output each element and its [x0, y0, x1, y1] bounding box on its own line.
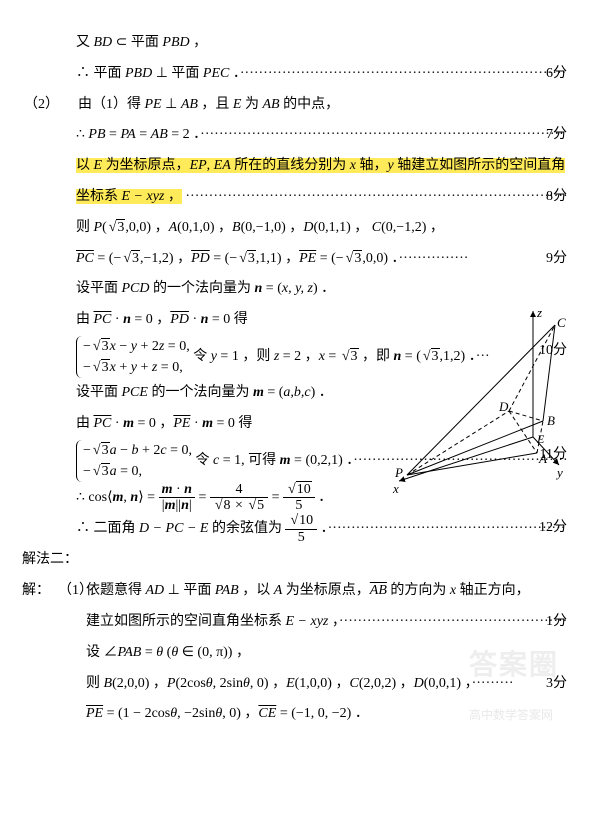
- left-brace: −3x − y + 2z = 0, −3x + y + z = 0,: [76, 336, 190, 378]
- score-badge: 8分: [531, 182, 567, 213]
- text-line: ∴ cos⟨m, n⟩ = m · n |m||n| = 4 8 × 5 = 1…: [76, 482, 567, 514]
- proof-line: 又 BD ⊂ 平面 PBD ，: [22, 28, 567, 59]
- highlight: 以 E 为坐标原点，EP, EA 所在的直线分别为 x 轴，y 轴建立如图所示的…: [76, 158, 565, 173]
- highlighted-line: 以 E 为坐标原点，EP, EA 所在的直线分别为 x 轴，y 轴建立如图所示的…: [22, 151, 567, 182]
- text-line-with-score: 坐标系 E − xyz ， ··························…: [76, 182, 567, 213]
- proof-line: 则 B(2,0,0) ，P(2cosθ, 2sinθ, 0) ，E(1,0,0)…: [22, 669, 567, 700]
- highlighted-line: 坐标系 E − xyz ， ··························…: [22, 182, 567, 213]
- text-line-with-score: ∴ 二面角 D − PC − E 的余弦值为 10 5 ．···········…: [76, 513, 567, 545]
- text-line: 由 PC · n = 0 ，PD · n = 0 得: [76, 305, 567, 336]
- text-line: 由（1）得 PE ⊥ AB ，且 E 为 AB 的中点，: [78, 90, 567, 121]
- text-line: 又 BD ⊂ 平面 PBD ，: [76, 28, 567, 59]
- text-line: 设平面 PCD 的一个法向量为 n = (x, y, z) ．: [76, 274, 567, 305]
- score-badge: 9分: [531, 244, 567, 275]
- score-badge: 7分: [531, 120, 567, 151]
- text-line-with-score: 则 B(2,0,0) ，P(2cosθ, 2sinθ, 0) ，E(1,0,0)…: [86, 669, 567, 700]
- proof-line: PE = (1 − 2cosθ, −2sinθ, 0) ，CE = (−1, 0…: [22, 699, 567, 730]
- text-line-with-score: 建立如图所示的空间直角坐标系 E − xyz ，················…: [86, 607, 567, 638]
- proof-line: ∴ 二面角 D − PC − E 的余弦值为 10 5 ．···········…: [22, 513, 567, 545]
- fraction: 4 8 × 5: [210, 482, 268, 514]
- proof-line: 解： （1） 依题意得 AD ⊥ 平面 PAB ，以 A 为坐标原点，AB 的方…: [22, 576, 567, 607]
- score-badge: 11分: [531, 440, 567, 471]
- text-line: 解法二：: [22, 545, 567, 576]
- score-badge: 12分: [531, 513, 567, 544]
- proof-line: 建立如图所示的空间直角坐标系 E − xyz ，················…: [22, 607, 567, 638]
- proof-line: ∴ 平面 PBD ⊥ 平面 PEC ．·····················…: [22, 59, 567, 90]
- equation-system: −3x − y + 2z = 0, −3x + y + z = 0, 令 y =…: [22, 336, 567, 378]
- score-badge: 1分: [531, 607, 567, 638]
- fraction: 10 5: [283, 482, 315, 514]
- text-line-with-score: −3a − b + 2c = 0, −3a = 0, 令 c = 1, 可得 m…: [76, 440, 567, 482]
- diagram-block: z y x C B D A E P 由 PC · n = 0 ，PD · n =…: [22, 305, 567, 439]
- text-line: 设 ∠PAB = θ (θ ∈ (0, π)) ，: [86, 638, 567, 669]
- text-line: 由 PC · m = 0 ，PE · m = 0 得: [76, 409, 567, 440]
- text-line-with-score: −3x − y + 2z = 0, −3x + y + z = 0, 令 y =…: [76, 336, 567, 378]
- text-line: 设平面 PCE 的一个法向量为 m = (a,b,c) ．: [76, 378, 567, 409]
- proof-line: 设平面 PCE 的一个法向量为 m = (a,b,c) ．: [22, 378, 567, 409]
- proof-line: 设 ∠PAB = θ (θ ∈ (0, π)) ，: [22, 638, 567, 669]
- proof-line: ∴ PB = PA = AB = 2 ．····················…: [22, 120, 567, 151]
- text-line: 以 E 为坐标原点，EP, EA 所在的直线分别为 x 轴，y 轴建立如图所示的…: [76, 151, 567, 182]
- cosine-line: ∴ cos⟨m, n⟩ = m · n |m||n| = 4 8 × 5 = 1…: [22, 482, 567, 514]
- solution-label: 解：: [22, 576, 58, 607]
- method-2-header: 解法二：: [22, 545, 567, 576]
- watermark-text: 高中数学答案网: [469, 702, 553, 728]
- highlight: 坐标系 E − xyz ，: [76, 189, 182, 204]
- fraction: 10 5: [285, 513, 317, 545]
- proof-line: 则 P(3,0,0) ，A(0,1,0) ，B(0,−1,0) ，D(0,1,1…: [22, 213, 567, 244]
- text-line-with-score: ∴ PB = PA = AB = 2 ．····················…: [76, 120, 567, 151]
- part-number: （2）: [22, 90, 78, 121]
- fraction: m · n |m||n|: [159, 482, 195, 514]
- proof-line: 由 PC · m = 0 ，PE · m = 0 得: [22, 409, 567, 440]
- part-number: （1）: [58, 576, 86, 607]
- left-brace: −3a − b + 2c = 0, −3a = 0,: [76, 440, 192, 482]
- equation-system: −3a − b + 2c = 0, −3a = 0, 令 c = 1, 可得 m…: [22, 440, 567, 482]
- part-2-header: （2） 由（1）得 PE ⊥ AB ，且 E 为 AB 的中点，: [22, 90, 567, 121]
- text-line: 依题意得 AD ⊥ 平面 PAB ，以 A 为坐标原点，AB 的方向为 x 轴正…: [86, 576, 567, 607]
- score-badge: 3分: [531, 669, 567, 700]
- proof-line: PC = (−3,−1,2) ，PD = (−3,1,1) ，PE = (−3,…: [22, 244, 567, 275]
- proof-line: 设平面 PCD 的一个法向量为 n = (x, y, z) ．: [22, 274, 567, 305]
- text-line: 则 P(3,0,0) ，A(0,1,0) ，B(0,−1,0) ，D(0,1,1…: [76, 213, 567, 244]
- score-badge: 10分: [531, 336, 567, 367]
- proof-line: 由 PC · n = 0 ，PD · n = 0 得: [22, 305, 567, 336]
- text-line-with-score: ∴ 平面 PBD ⊥ 平面 PEC ．·····················…: [76, 59, 567, 90]
- text-line-with-score: PC = (−3,−1,2) ，PD = (−3,1,1) ，PE = (−3,…: [76, 244, 567, 275]
- score-badge: 6分: [531, 59, 567, 90]
